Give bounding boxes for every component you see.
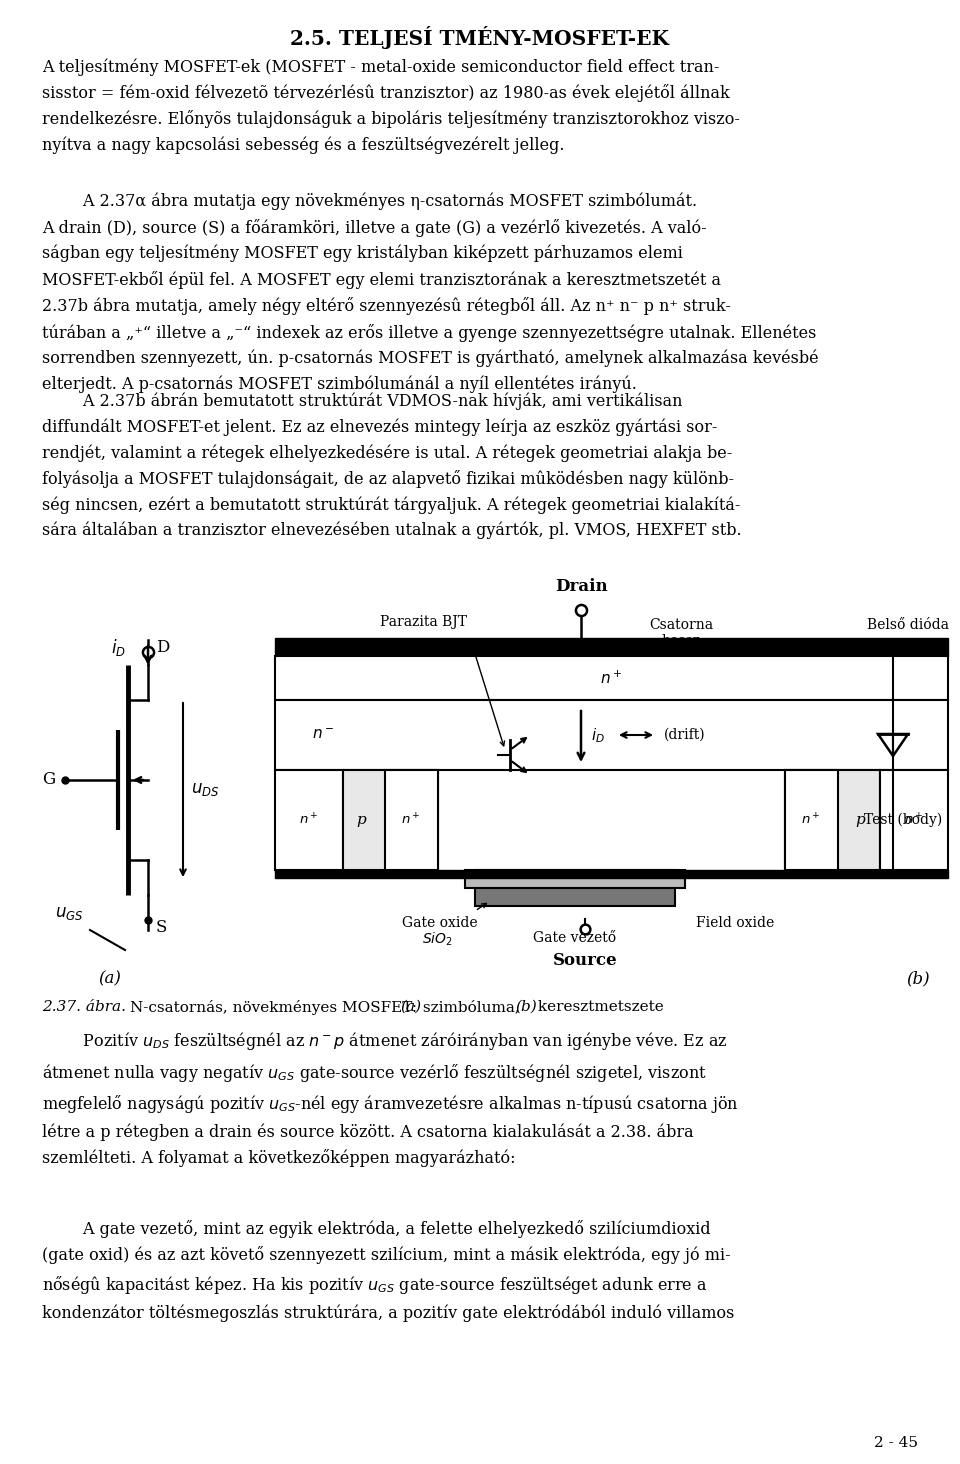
Text: N-csatornás, növekményes MOSFET:: N-csatornás, növekményes MOSFET: [130, 1000, 422, 1015]
Bar [385, 770, 438, 870]
Text: Belső dióda: Belső dióda [867, 618, 949, 632]
Text: (a): (a) [400, 1000, 421, 1015]
Text: p: p [356, 813, 366, 827]
Bar [475, 870, 675, 906]
Text: p: p [855, 813, 865, 827]
Text: Gate vezető: Gate vezető [534, 931, 616, 944]
Bar [275, 656, 948, 700]
Text: (b): (b) [906, 971, 930, 987]
Text: (b): (b) [515, 1000, 537, 1015]
Text: szimbóluma,: szimbóluma, [418, 1000, 524, 1015]
Text: Pozitív $u_{DS}$ feszültségnél az $n^-p$ átmenet záróirányban van igénybe véve. : Pozitív $u_{DS}$ feszültségnél az $n^-p$… [42, 1031, 739, 1167]
Text: 2 - 45: 2 - 45 [874, 1436, 918, 1449]
Text: $n^-$: $n^-$ [312, 728, 334, 742]
Text: (drift): (drift) [664, 728, 706, 742]
Text: Field oxide: Field oxide [696, 916, 774, 930]
Bar [465, 870, 685, 889]
Polygon shape [878, 733, 908, 755]
Bar [275, 638, 948, 656]
Text: $u_{GS}$: $u_{GS}$ [55, 905, 84, 922]
Text: Source: Source [553, 952, 617, 969]
Text: G: G [42, 772, 55, 789]
Text: $n^+$: $n^+$ [904, 813, 924, 827]
Text: A 2.37b ábrán bemutatott struktúrát VDMOS-nak hívják, ami vertikálisan
diffundál: A 2.37b ábrán bemutatott struktúrát VDMO… [42, 392, 742, 539]
Text: $i_D$: $i_D$ [111, 637, 126, 657]
Text: D: D [156, 638, 169, 656]
Bar [275, 770, 343, 870]
Text: Gate oxide: Gate oxide [402, 916, 478, 930]
Bar [785, 770, 838, 870]
Bar [275, 870, 948, 878]
Text: $n^+$: $n^+$ [802, 813, 821, 827]
Text: $u_{DS}$: $u_{DS}$ [191, 782, 220, 798]
Text: (a): (a) [99, 971, 121, 987]
Text: $n^+$: $n^+$ [600, 669, 622, 687]
Text: S: S [156, 918, 167, 935]
Bar [275, 700, 948, 770]
Text: $n^+$: $n^+$ [300, 813, 319, 827]
Text: Csatorna
hossz: Csatorna hossz [649, 618, 713, 649]
Text: A teljesítmény MOSFET-ek (MOSFET - metal-oxide semiconductor field effect tran-
: A teljesítmény MOSFET-ek (MOSFET - metal… [42, 59, 740, 154]
Text: $n^+$: $n^+$ [401, 813, 420, 827]
Text: Drain: Drain [555, 578, 608, 594]
Text: 2.37. ábra.: 2.37. ábra. [42, 1000, 126, 1015]
Text: keresztmetszete: keresztmetszete [533, 1000, 663, 1015]
Bar [880, 770, 948, 870]
Text: $i_D$: $i_D$ [591, 726, 605, 745]
Text: Parazita BJT: Parazita BJT [379, 615, 467, 630]
Text: A 2.37α ábra mutatja egy növekményes η-csatornás MOSFET szimbólumát.
A drain (D): A 2.37α ábra mutatja egy növekményes η-c… [42, 193, 819, 392]
Text: 2.5. TELJESÍ TMÉNY-MOSFET-EK: 2.5. TELJESÍ TMÉNY-MOSFET-EK [291, 26, 669, 48]
Bar [343, 770, 438, 870]
Text: A gate vezető, mint az egyik elektróda, a felette elhelyezkedő szilíciumdioxid
(: A gate vezető, mint az egyik elektróda, … [42, 1220, 734, 1322]
Text: $SiO_2$: $SiO_2$ [421, 931, 452, 949]
Bar [785, 770, 880, 870]
Text: Test (body): Test (body) [864, 813, 942, 827]
